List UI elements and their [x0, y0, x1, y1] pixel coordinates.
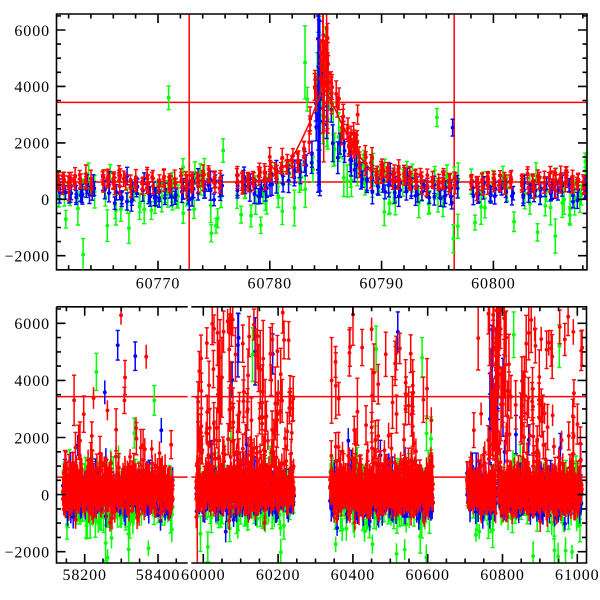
svg-text:60780: 60780: [248, 276, 293, 293]
svg-text:2000: 2000: [14, 136, 50, 153]
svg-text:60000: 60000: [181, 567, 226, 584]
svg-text:6000: 6000: [14, 23, 50, 40]
svg-text:0: 0: [41, 192, 50, 209]
svg-text:−2000: −2000: [4, 545, 50, 562]
svg-text:0: 0: [41, 487, 50, 504]
svg-text:60790: 60790: [359, 276, 404, 293]
svg-text:60200: 60200: [256, 567, 301, 584]
svg-text:58400: 58400: [136, 567, 181, 584]
svg-text:61000: 61000: [555, 567, 600, 584]
svg-text:4000: 4000: [14, 373, 50, 390]
svg-text:60800: 60800: [471, 276, 516, 293]
svg-text:60800: 60800: [480, 567, 525, 584]
svg-text:6000: 6000: [14, 316, 50, 333]
svg-text:2000: 2000: [14, 430, 50, 447]
svg-text:60400: 60400: [331, 567, 376, 584]
svg-text:58200: 58200: [62, 567, 107, 584]
svg-text:−2000: −2000: [4, 249, 50, 266]
svg-text:60770: 60770: [136, 276, 181, 293]
svg-text:4000: 4000: [14, 79, 50, 96]
svg-text:60600: 60600: [405, 567, 450, 584]
